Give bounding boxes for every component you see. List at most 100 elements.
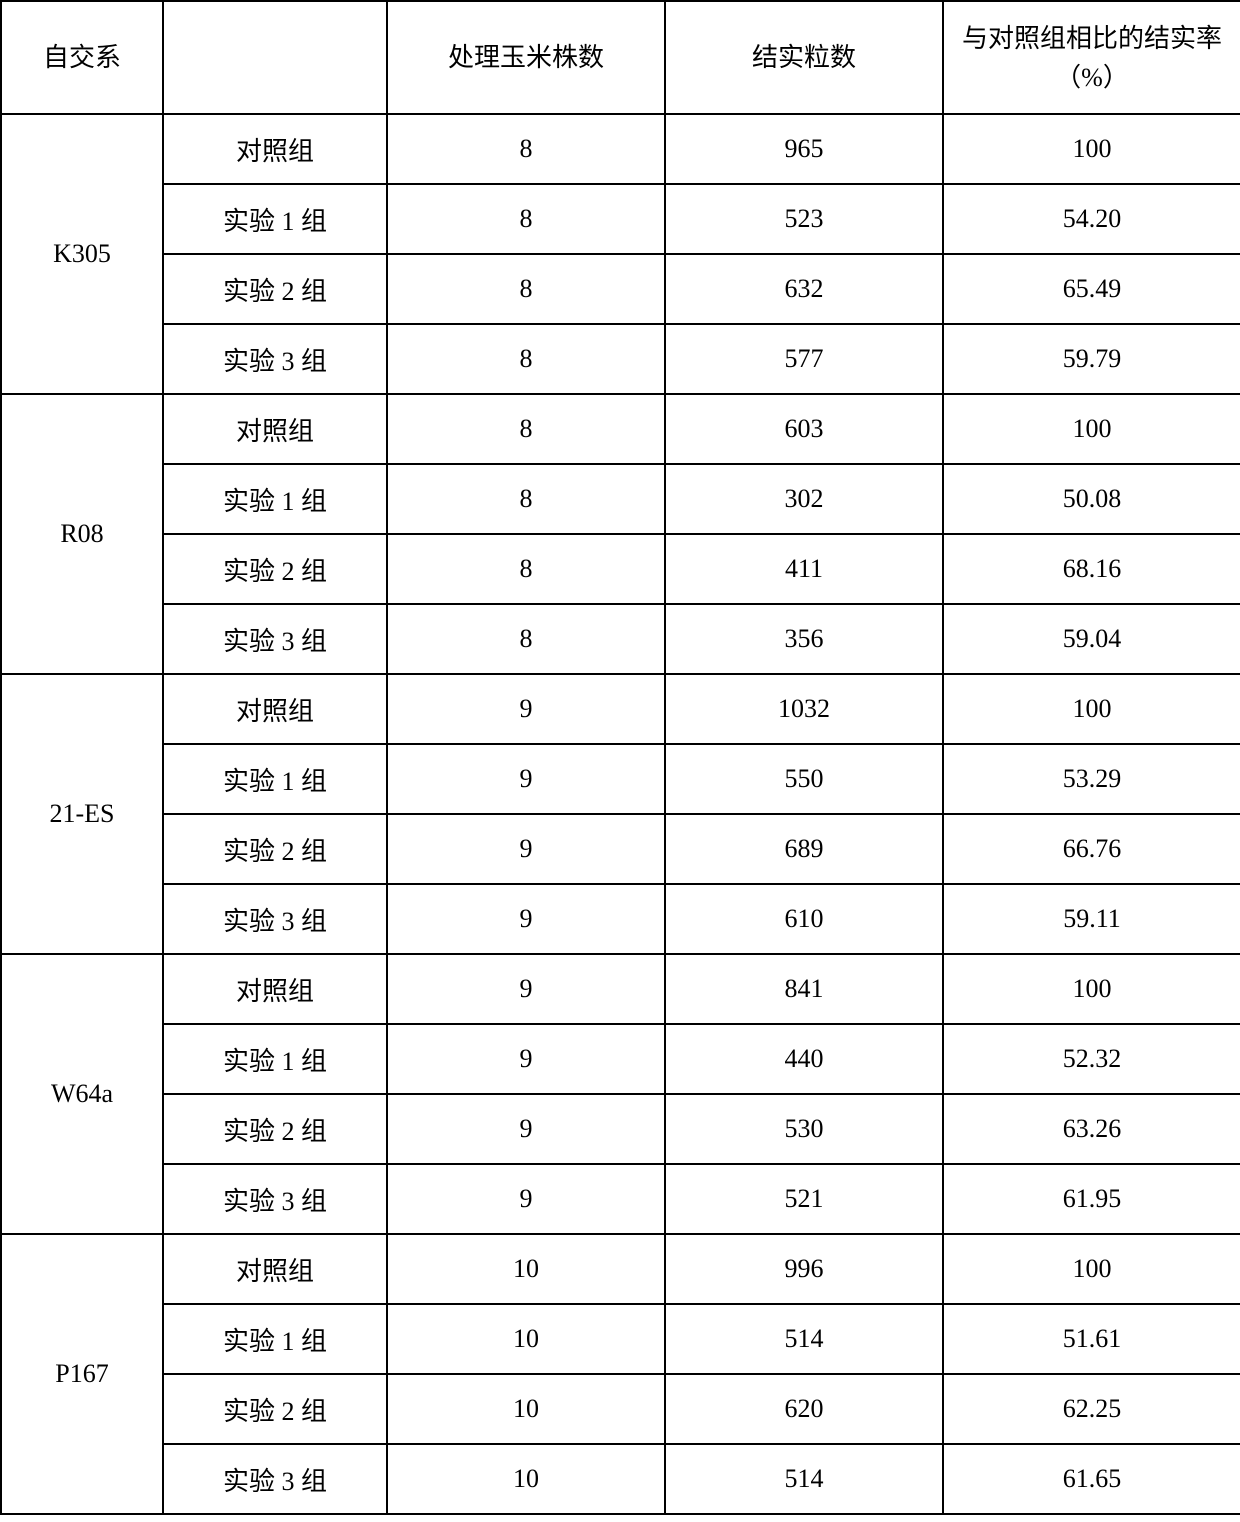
header-col4: 结实粒数 (665, 1, 943, 114)
table-row: 实验 2 组968966.76 (1, 814, 1240, 884)
table-row: 实验 2 组953063.26 (1, 1094, 1240, 1164)
grains-cell: 440 (665, 1024, 943, 1094)
inbred-line-name: P167 (1, 1234, 163, 1514)
rate-cell: 51.61 (943, 1304, 1240, 1374)
rate-cell: 100 (943, 394, 1240, 464)
group-label: 实验 1 组 (163, 464, 387, 534)
table-row: 21-ES对照组91032100 (1, 674, 1240, 744)
grains-cell: 530 (665, 1094, 943, 1164)
rate-cell: 100 (943, 1234, 1240, 1304)
group-label: 实验 2 组 (163, 534, 387, 604)
grains-cell: 620 (665, 1374, 943, 1444)
plants-cell: 10 (387, 1444, 665, 1514)
group-label: 实验 2 组 (163, 254, 387, 324)
grains-cell: 577 (665, 324, 943, 394)
group-label: 对照组 (163, 674, 387, 744)
data-table: 自交系 处理玉米株数 结实粒数 与对照组相比的结实率（%） K305对照组896… (0, 0, 1240, 1515)
header-col5: 与对照组相比的结实率（%） (943, 1, 1240, 114)
group-label: 实验 3 组 (163, 604, 387, 674)
grains-cell: 514 (665, 1304, 943, 1374)
group-label: 实验 3 组 (163, 1444, 387, 1514)
plants-cell: 9 (387, 1024, 665, 1094)
table-row: 实验 3 组1051461.65 (1, 1444, 1240, 1514)
group-label: 对照组 (163, 114, 387, 184)
rate-cell: 61.95 (943, 1164, 1240, 1234)
table-row: 实验 3 组952161.95 (1, 1164, 1240, 1234)
rate-cell: 59.04 (943, 604, 1240, 674)
table-row: R08对照组8603100 (1, 394, 1240, 464)
plants-cell: 9 (387, 814, 665, 884)
table-row: 实验 2 组1062062.25 (1, 1374, 1240, 1444)
group-label: 实验 1 组 (163, 1024, 387, 1094)
rate-cell: 52.32 (943, 1024, 1240, 1094)
rate-cell: 65.49 (943, 254, 1240, 324)
plants-cell: 8 (387, 604, 665, 674)
inbred-line-name: K305 (1, 114, 163, 394)
grains-cell: 603 (665, 394, 943, 464)
rate-cell: 61.65 (943, 1444, 1240, 1514)
plants-cell: 10 (387, 1304, 665, 1374)
group-label: 实验 1 组 (163, 184, 387, 254)
plants-cell: 8 (387, 324, 665, 394)
rate-cell: 54.20 (943, 184, 1240, 254)
plants-cell: 9 (387, 884, 665, 954)
plants-cell: 10 (387, 1234, 665, 1304)
table-row: 实验 1 组852354.20 (1, 184, 1240, 254)
table-row: 实验 1 组944052.32 (1, 1024, 1240, 1094)
group-label: 对照组 (163, 394, 387, 464)
plants-cell: 9 (387, 1094, 665, 1164)
grains-cell: 965 (665, 114, 943, 184)
table-row: 实验 1 组830250.08 (1, 464, 1240, 534)
group-label: 实验 1 组 (163, 744, 387, 814)
grains-cell: 610 (665, 884, 943, 954)
header-col1: 自交系 (1, 1, 163, 114)
table-header-row: 自交系 处理玉米株数 结实粒数 与对照组相比的结实率（%） (1, 1, 1240, 114)
grains-cell: 689 (665, 814, 943, 884)
group-label: 实验 2 组 (163, 1094, 387, 1164)
table-row: P167对照组10996100 (1, 1234, 1240, 1304)
grains-cell: 521 (665, 1164, 943, 1234)
header-col2 (163, 1, 387, 114)
rate-cell: 68.16 (943, 534, 1240, 604)
grains-cell: 1032 (665, 674, 943, 744)
plants-cell: 9 (387, 1164, 665, 1234)
plants-cell: 8 (387, 184, 665, 254)
table-row: 实验 1 组955053.29 (1, 744, 1240, 814)
table-row: 实验 3 组961059.11 (1, 884, 1240, 954)
grains-cell: 411 (665, 534, 943, 604)
table-row: K305对照组8965100 (1, 114, 1240, 184)
plants-cell: 9 (387, 674, 665, 744)
group-label: 实验 3 组 (163, 884, 387, 954)
table-row: 实验 3 组857759.79 (1, 324, 1240, 394)
table-row: W64a对照组9841100 (1, 954, 1240, 1024)
group-label: 对照组 (163, 954, 387, 1024)
plants-cell: 9 (387, 744, 665, 814)
header-col3: 处理玉米株数 (387, 1, 665, 114)
group-label: 实验 2 组 (163, 1374, 387, 1444)
plants-cell: 8 (387, 464, 665, 534)
grains-cell: 356 (665, 604, 943, 674)
grains-cell: 523 (665, 184, 943, 254)
plants-cell: 8 (387, 534, 665, 604)
grains-cell: 302 (665, 464, 943, 534)
inbred-line-name: R08 (1, 394, 163, 674)
grains-cell: 550 (665, 744, 943, 814)
table-row: 实验 2 组863265.49 (1, 254, 1240, 324)
grains-cell: 996 (665, 1234, 943, 1304)
rate-cell: 66.76 (943, 814, 1240, 884)
group-label: 实验 2 组 (163, 814, 387, 884)
rate-cell: 59.79 (943, 324, 1240, 394)
group-label: 对照组 (163, 1234, 387, 1304)
plants-cell: 8 (387, 394, 665, 464)
rate-cell: 100 (943, 674, 1240, 744)
grains-cell: 514 (665, 1444, 943, 1514)
plants-cell: 8 (387, 114, 665, 184)
grains-cell: 841 (665, 954, 943, 1024)
table-row: 实验 1 组1051451.61 (1, 1304, 1240, 1374)
group-label: 实验 3 组 (163, 1164, 387, 1234)
rate-cell: 53.29 (943, 744, 1240, 814)
rate-cell: 50.08 (943, 464, 1240, 534)
plants-cell: 9 (387, 954, 665, 1024)
rate-cell: 100 (943, 114, 1240, 184)
grains-cell: 632 (665, 254, 943, 324)
